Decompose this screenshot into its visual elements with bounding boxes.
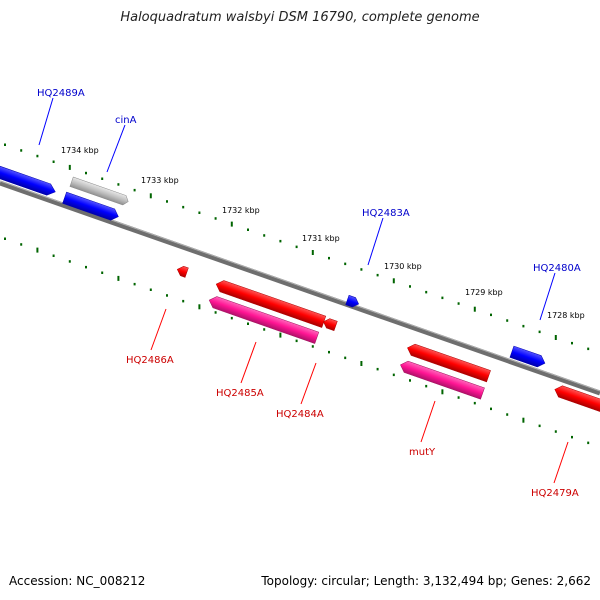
scale-label-1734: 1734 kbp (61, 146, 99, 155)
leader-hq2483a (367, 217, 384, 266)
label-hq2483a[interactable]: HQ2483A (362, 208, 410, 219)
leader-hq2480a (539, 272, 556, 321)
scale-label-1730: 1730 kbp (384, 262, 422, 271)
gene-hq2484a[interactable] (322, 317, 338, 332)
scale-label-1728: 1728 kbp (547, 311, 585, 320)
leader-hq2489a (38, 97, 54, 146)
leader-hq2485a (240, 341, 257, 384)
forward-features (0, 163, 547, 369)
label-muty[interactable]: mutY (409, 447, 436, 458)
reverse-features (176, 265, 600, 416)
label-hq2485a[interactable]: HQ2485A (216, 388, 264, 399)
scale-label-1733: 1733 kbp (141, 176, 179, 185)
gene-hq2480a[interactable] (509, 345, 547, 369)
pseudogene-cina-upper[interactable] (69, 176, 130, 206)
gene-hq2479a[interactable] (553, 384, 600, 416)
reverse-ruler (4, 237, 590, 445)
accession-info: Accession: NC_008212 (9, 574, 146, 588)
scale-label-1729: 1729 kbp (465, 288, 503, 297)
gene-hq2483a[interactable] (345, 294, 361, 308)
leader-hq2479a (553, 441, 569, 484)
label-hq2486a[interactable]: HQ2486A (126, 355, 174, 366)
leader-hq2484a (300, 362, 317, 405)
gene-cina[interactable] (62, 191, 121, 222)
label-hq2480a[interactable]: HQ2480A (533, 263, 581, 274)
label-hq2479a[interactable]: HQ2479A (531, 488, 579, 499)
label-cina[interactable]: cinA (115, 115, 137, 126)
cds-hq2485a[interactable] (207, 294, 320, 344)
cds-muty[interactable] (398, 359, 485, 400)
topology-info: Topology: circular; Length: 3,132,494 bp… (261, 574, 591, 588)
gene-hq2486a[interactable] (176, 265, 189, 278)
gene-labels: HQ2489A cinA HQ2483A HQ2480A HQ2486A HQ2… (37, 88, 581, 499)
genome-backbone (0, 180, 600, 396)
map-title: Haloquadratum walsbyi DSM 16790, complet… (120, 10, 480, 25)
leader-hq2486a (150, 308, 167, 351)
gene-hq2489a[interactable] (0, 163, 57, 197)
label-hq2489a[interactable]: HQ2489A (37, 88, 85, 99)
scale-label-1731: 1731 kbp (302, 234, 340, 243)
gene-muty[interactable] (405, 342, 491, 383)
forward-ruler (4, 143, 590, 351)
scale-labels: 1734 kbp 1733 kbp 1732 kbp 1731 kbp 1730… (61, 146, 585, 320)
leader-cina (106, 124, 126, 173)
label-hq2484a[interactable]: HQ2484A (276, 409, 324, 420)
label-leaders (38, 97, 569, 484)
scale-label-1732: 1732 kbp (222, 206, 260, 215)
leader-muty (420, 400, 436, 443)
